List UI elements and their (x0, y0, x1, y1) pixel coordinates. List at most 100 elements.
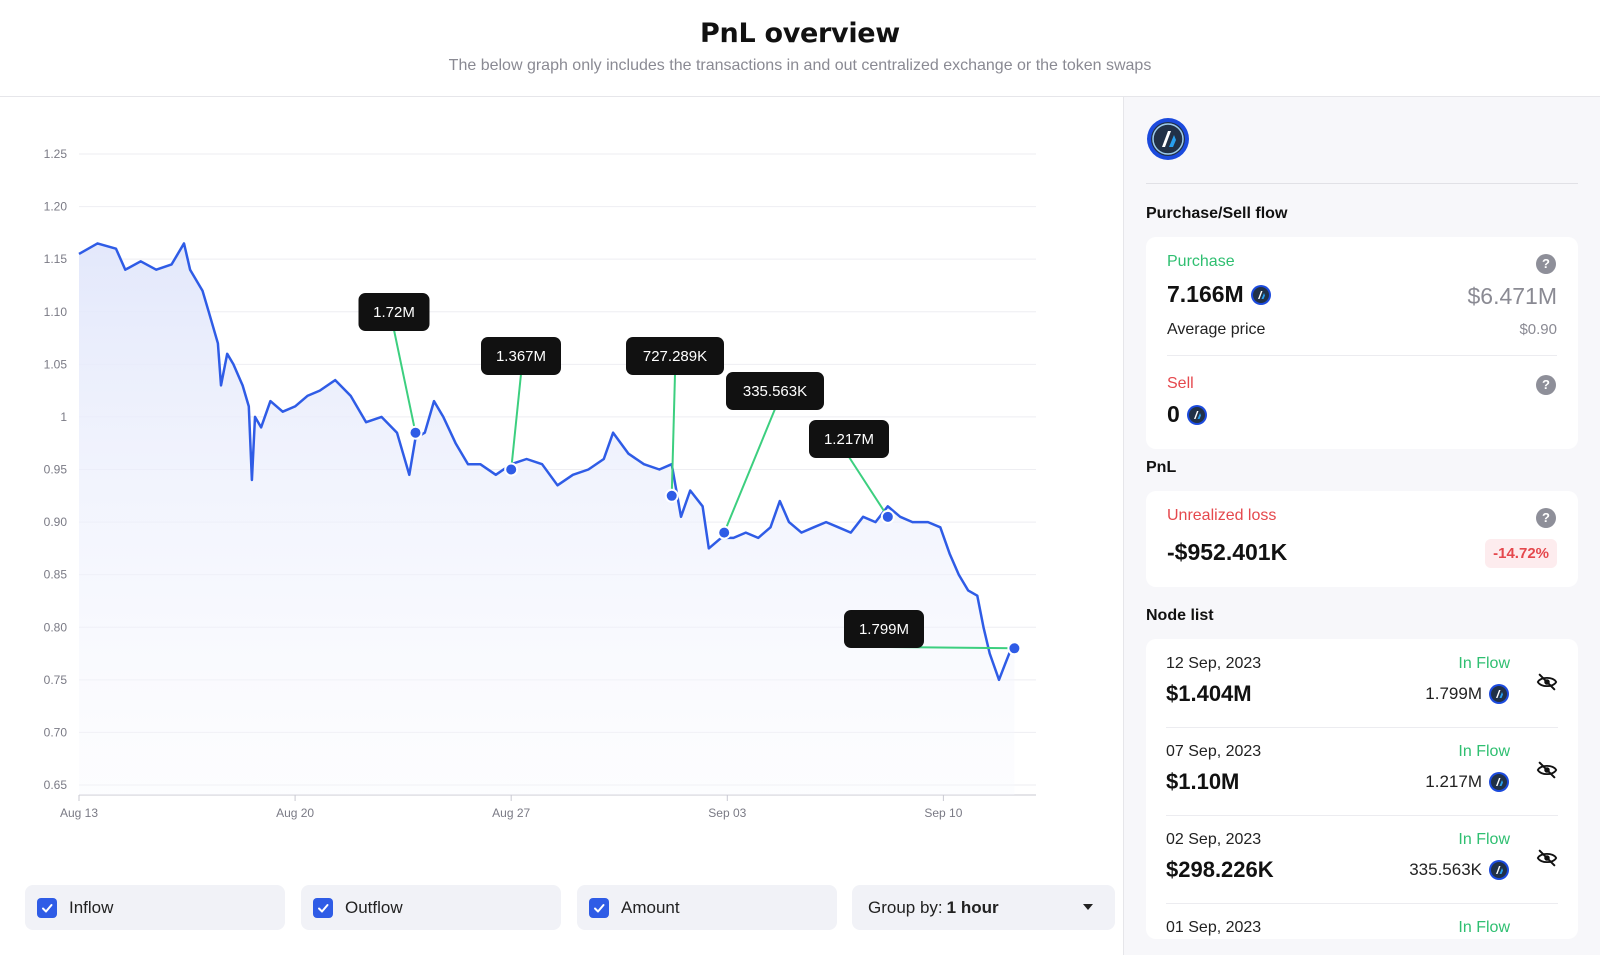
y-tick-label: 1.20 (44, 200, 68, 214)
node-list-item[interactable]: 02 Sep, 2023 $298.226K In Flow 335.563K (1166, 815, 1558, 903)
marker-label: 335.563K (743, 383, 807, 400)
help-icon[interactable]: ? (1536, 375, 1556, 395)
caret-down-icon (1083, 904, 1093, 910)
node-list: 12 Sep, 2023 $1.404M In Flow 1.799M 07 S… (1146, 639, 1578, 939)
node-list-title: Node list (1146, 607, 1214, 624)
y-tick-label: 0.80 (44, 620, 68, 634)
purchase-sell-title: Purchase/Sell flow (1146, 205, 1288, 222)
node-date: 12 Sep, 2023 (1166, 655, 1262, 672)
node-flow: In Flow (1458, 655, 1510, 672)
node-list-item[interactable]: 07 Sep, 2023 $1.10M In Flow 1.217M (1166, 727, 1558, 815)
marker-label-box (809, 420, 889, 458)
node-qty: 1.217M (1425, 772, 1482, 791)
arbitrum-coin-icon (1250, 284, 1271, 305)
y-tick-label: 0.65 (44, 778, 68, 792)
group-by-value: 1 hour (946, 897, 999, 917)
sell-label: Sell (1167, 375, 1194, 392)
y-tick-label: 1.15 (44, 252, 68, 266)
node-qty-row: 1.799M (1425, 683, 1510, 705)
sell-qty-row: 0 (1167, 401, 1208, 428)
series-area (79, 243, 1015, 795)
marker-dot (504, 462, 519, 477)
marker-connector (848, 456, 889, 518)
pnl-line-chart: 1.25 1.20 1.15 1.10 1.05 1 0.95 0.90 0.85 0.80 0.7… (44, 147, 1036, 820)
group-by-prefix: Group by: (868, 897, 943, 917)
marker-label: 1.799M (859, 621, 909, 638)
marker-dot (880, 509, 895, 524)
marker-label: 1.367M (496, 348, 546, 365)
group-by-select[interactable]: Group by: 1 hour (852, 885, 1115, 930)
sell-qty: 0 (1167, 401, 1180, 427)
node-flow: In Flow (1458, 831, 1510, 848)
purchase-usd: $6.471M (1467, 283, 1557, 309)
node-date: 07 Sep, 2023 (1166, 743, 1262, 760)
help-icon[interactable]: ? (1536, 254, 1556, 274)
eye-off-icon[interactable] (1536, 671, 1558, 693)
purchase-label: Purchase (1167, 253, 1235, 270)
node-amount: $1.404M (1166, 681, 1252, 706)
pnl-title: PnL (1146, 459, 1177, 476)
arbitrum-coin-icon (1186, 404, 1207, 425)
node-qty-row: 1.217M (1425, 771, 1510, 793)
y-tick-label: 0.95 (44, 463, 68, 477)
unrealized-loss-value: -$952.401K (1167, 539, 1288, 565)
arbitrum-coin-icon (1489, 684, 1509, 704)
pnl-percent-badge: -14.72% (1485, 539, 1557, 568)
marker-label: 1.72M (373, 304, 415, 321)
node-list-item[interactable]: 01 Sep, 2023 In Flow (1166, 903, 1558, 939)
series-line (78, 242, 1015, 682)
x-tick-label: Sep 10 (924, 806, 962, 820)
page-title: PnL overview (700, 18, 900, 49)
marker-connector (670, 373, 676, 496)
purchase-sell-card: Purchase ? 7.166M $6.471M Average price … (1146, 237, 1578, 449)
purchase-qty: 7.166M (1167, 281, 1244, 307)
side-panel: Purchase/Sell flow Purchase ? 7.166M $6.… (1124, 97, 1600, 955)
y-tick-label: 1.05 (44, 357, 68, 371)
card-divider (1167, 355, 1557, 356)
node-date: 02 Sep, 2023 (1166, 831, 1262, 848)
x-tick-label: Aug 13 (60, 806, 98, 820)
checkmark-icon (313, 897, 333, 918)
marker-label-box (358, 293, 430, 331)
y-tick-label: 1.25 (44, 147, 68, 161)
page-header: PnL overview The below graph only includ… (0, 0, 1600, 97)
help-icon[interactable]: ? (1536, 508, 1556, 528)
node-amount: $1.10M (1166, 769, 1240, 794)
chart-panel: 1.25 1.20 1.15 1.10 1.05 1 0.95 0.90 0.85 0.80 0.7… (0, 97, 1124, 955)
checkmark-icon (589, 897, 609, 918)
node-date: 01 Sep, 2023 (1166, 919, 1262, 936)
y-tick-label: 0.90 (44, 515, 68, 529)
y-tick-label: 0.70 (44, 725, 68, 739)
marker-dot (408, 425, 423, 440)
node-list-item[interactable]: 12 Sep, 2023 $1.404M In Flow 1.799M (1166, 639, 1558, 727)
node-qty: 335.563K (1409, 860, 1482, 879)
node-qty: 1.799M (1425, 684, 1482, 703)
eye-off-icon[interactable] (1536, 759, 1558, 781)
arbitrum-logo-icon (1147, 118, 1189, 160)
arbitrum-coin-icon (1489, 772, 1509, 792)
average-price-label: Average price (1167, 321, 1266, 338)
node-amount: $298.226K (1166, 857, 1274, 882)
node-divider (1166, 903, 1558, 904)
node-divider (1166, 727, 1558, 728)
y-tick-label: 1 (60, 410, 67, 424)
outflow-label: Outflow (345, 897, 403, 917)
marker-label-box (844, 610, 924, 648)
eye-off-icon[interactable] (1536, 847, 1558, 869)
x-tick-label: Aug 27 (492, 806, 530, 820)
amount-label: Amount (621, 897, 680, 917)
x-tick-label: Sep 03 (708, 806, 746, 820)
y-tick-label: 1.10 (44, 305, 68, 319)
marker-label-box (726, 372, 824, 410)
outflow-checkbox[interactable]: Outflow (301, 885, 561, 930)
node-divider (1166, 815, 1558, 816)
node-flow: In Flow (1458, 743, 1510, 760)
inflow-checkbox[interactable]: Inflow (25, 885, 285, 930)
arbitrum-coin-icon (1489, 860, 1509, 880)
panel-divider (1123, 97, 1124, 955)
x-tick-label: Aug 20 (276, 806, 314, 820)
page-subtitle: The below graph only includes the transa… (448, 57, 1152, 74)
amount-checkbox[interactable]: Amount (577, 885, 837, 930)
marker-dot (717, 525, 732, 540)
average-price-value: $0.90 (1519, 321, 1557, 338)
